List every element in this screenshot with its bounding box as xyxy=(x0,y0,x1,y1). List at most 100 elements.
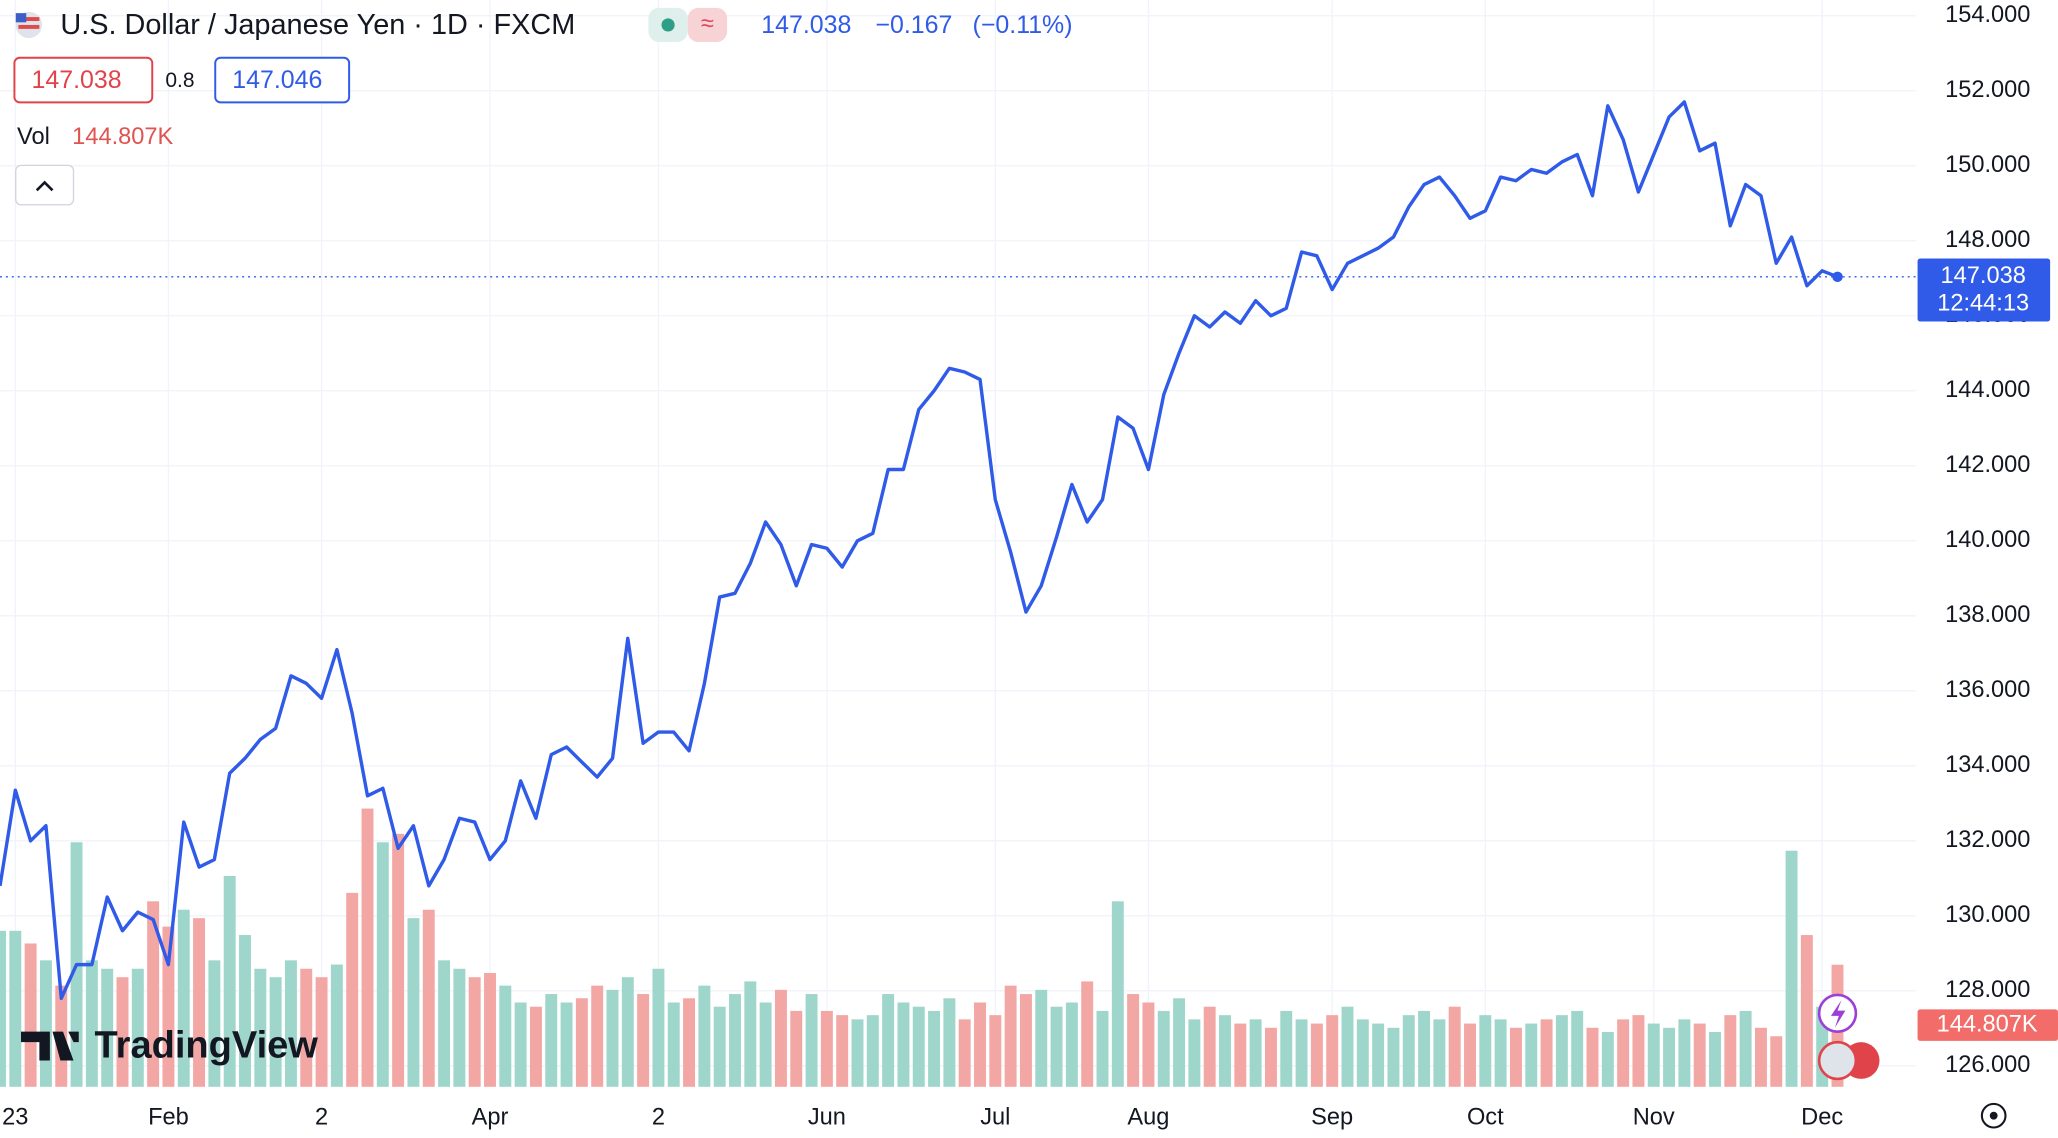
volume-bar xyxy=(284,960,297,1087)
flag-canton xyxy=(15,13,27,23)
x-tick-label: Apr xyxy=(472,1105,509,1131)
volume-bar xyxy=(529,1006,542,1087)
volume-bar xyxy=(1264,1027,1277,1087)
volume-bar xyxy=(667,1002,680,1087)
volume-bar xyxy=(1709,1031,1721,1087)
x-tick-label: Feb xyxy=(148,1105,189,1131)
volume-bar xyxy=(101,968,114,1087)
y-tick-label: 136.000 xyxy=(1945,677,2030,703)
price-pane xyxy=(0,100,1917,1001)
volume-bar xyxy=(1433,1019,1446,1087)
volume-bar xyxy=(1494,1019,1507,1087)
volume-bar xyxy=(1050,1006,1063,1087)
volume-bar xyxy=(315,977,328,1087)
symbol-title[interactable]: U.S. Dollar / Japanese Yen · 1D · FXCM xyxy=(60,9,575,41)
volume-bar xyxy=(499,985,512,1087)
volume-bar xyxy=(713,1006,726,1087)
change: −0.167 xyxy=(875,11,952,39)
volume-title: Vol xyxy=(17,124,50,150)
collapse-icon xyxy=(35,180,54,192)
volume-bar xyxy=(805,994,818,1087)
volume-bar xyxy=(1203,1006,1216,1087)
volume-bar xyxy=(177,909,190,1087)
volume-bar xyxy=(912,1006,925,1087)
volume-bar xyxy=(560,1002,573,1087)
last-point xyxy=(1832,271,1843,283)
volume-bar xyxy=(407,918,420,1087)
volume-bar xyxy=(545,994,558,1087)
volume-bar xyxy=(1555,1015,1568,1087)
spread: 0.8 xyxy=(165,69,194,92)
x-tick-label: Jul xyxy=(980,1105,1010,1131)
settings-button[interactable] xyxy=(1980,1102,2007,1129)
volume-bar xyxy=(1234,1023,1247,1087)
volume-bar xyxy=(1096,1010,1109,1087)
volume-bar xyxy=(698,985,711,1087)
volume-bar xyxy=(1632,1015,1645,1087)
volume-bar xyxy=(575,998,588,1087)
volume-bar xyxy=(1540,1019,1553,1087)
volume-bar xyxy=(1081,981,1094,1087)
volume-bar xyxy=(1601,1031,1614,1087)
sell-button[interactable] xyxy=(13,56,154,104)
volume-bar xyxy=(223,876,236,1087)
volume-label: 144.807K xyxy=(1937,1011,2038,1037)
volume-bar xyxy=(836,1015,849,1087)
buy-button[interactable] xyxy=(214,56,351,104)
price-line xyxy=(0,100,1839,1001)
volume-bar xyxy=(1571,1010,1584,1087)
y-tick-label: 140.000 xyxy=(1945,527,2030,553)
volume-bar xyxy=(1019,994,1032,1087)
y-tick-label: 130.000 xyxy=(1945,902,2030,928)
volume-bar xyxy=(1448,1006,1461,1087)
volume-bar xyxy=(330,964,343,1087)
brand-logo xyxy=(21,1031,79,1061)
y-tick-label: 126.000 xyxy=(1945,1052,2030,1078)
x-tick-label: Aug xyxy=(1127,1105,1169,1131)
volume-bar xyxy=(1188,1019,1201,1087)
change-percent: (−0.11%) xyxy=(973,11,1073,39)
volume-bar xyxy=(1111,901,1124,1087)
flag-stripe xyxy=(18,24,40,29)
volume-bar xyxy=(1617,1019,1630,1087)
y-tick-label: 150.000 xyxy=(1945,152,2030,178)
x-tick-label: 2 xyxy=(652,1105,665,1131)
volume-bar xyxy=(1678,1019,1691,1087)
y-tick-label: 152.000 xyxy=(1945,77,2030,103)
y-tick-label: 138.000 xyxy=(1945,602,2030,628)
flash-icon xyxy=(1830,1000,1846,1028)
volume-bar xyxy=(790,1010,803,1087)
x-tick-label: Jun xyxy=(808,1105,846,1131)
volume-bar xyxy=(438,960,451,1087)
volume-bar xyxy=(0,930,6,1087)
volume-bar xyxy=(1754,1027,1767,1087)
status-icon: ≈ xyxy=(701,11,714,37)
volume-bar xyxy=(1402,1015,1415,1087)
volume-bar xyxy=(1800,935,1813,1087)
grid xyxy=(0,0,1917,1087)
volume-bar xyxy=(851,1019,864,1087)
price-label: 147.038 xyxy=(1941,263,2026,289)
data-status[interactable] xyxy=(687,7,728,43)
collapse-button[interactable] xyxy=(15,164,75,206)
volume-bar xyxy=(943,998,956,1087)
brand-name: TradingView xyxy=(95,1024,319,1066)
volume-bar xyxy=(774,989,787,1087)
volume-bar xyxy=(131,968,144,1087)
event-flag[interactable] xyxy=(1817,1040,1858,1081)
x-tick-label: 2 xyxy=(315,1105,328,1131)
volume-bar xyxy=(269,977,282,1087)
volume-bar xyxy=(24,943,37,1087)
volume-bar xyxy=(1586,1027,1599,1087)
volume-bar xyxy=(759,1002,772,1087)
volume-bar xyxy=(820,1010,833,1087)
volume-bar xyxy=(1249,1019,1262,1087)
volume-bar xyxy=(1310,1023,1323,1087)
volume-bar xyxy=(392,833,405,1087)
volume-bar xyxy=(1157,1010,1170,1087)
volume-bar xyxy=(300,968,313,1087)
price-axis-bg xyxy=(1916,0,2058,1138)
volume-value: 144.807K xyxy=(72,124,173,150)
volume-bar xyxy=(683,998,696,1087)
